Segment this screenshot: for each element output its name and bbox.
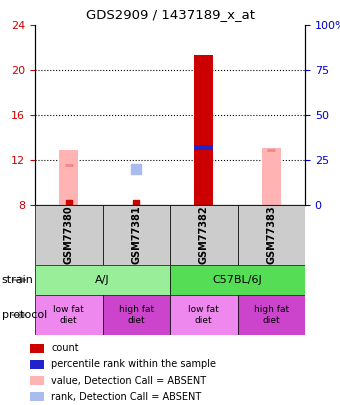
- Bar: [170, 295, 238, 335]
- Text: low fat
diet: low fat diet: [188, 305, 219, 325]
- Bar: [194, 145, 213, 150]
- Text: count: count: [51, 343, 79, 353]
- Bar: [30, 392, 44, 401]
- Bar: [170, 205, 238, 265]
- Text: rank, Detection Call = ABSENT: rank, Detection Call = ABSENT: [51, 392, 201, 402]
- Text: A/J: A/J: [95, 275, 110, 285]
- Bar: [238, 205, 305, 265]
- Text: protocol: protocol: [2, 310, 47, 320]
- Point: [66, 200, 71, 207]
- Text: GSM77380: GSM77380: [64, 206, 74, 264]
- Bar: [35, 205, 102, 265]
- Bar: [238, 295, 305, 335]
- Text: GDS2909 / 1437189_x_at: GDS2909 / 1437189_x_at: [85, 8, 255, 21]
- Bar: [35, 295, 102, 335]
- Text: GSM77383: GSM77383: [266, 206, 276, 264]
- Point: [66, 161, 71, 168]
- Text: strain: strain: [2, 275, 34, 285]
- Point: [134, 200, 139, 207]
- Text: high fat
diet: high fat diet: [119, 305, 154, 325]
- Bar: [102, 295, 170, 335]
- Bar: [30, 344, 44, 353]
- Bar: [102, 205, 170, 265]
- Text: GSM77381: GSM77381: [131, 206, 141, 264]
- Bar: [30, 360, 44, 369]
- Bar: [170, 265, 305, 295]
- Bar: [262, 148, 281, 205]
- Text: low fat
diet: low fat diet: [53, 305, 84, 325]
- Text: C57BL/6J: C57BL/6J: [212, 275, 262, 285]
- Bar: [30, 376, 44, 385]
- Bar: [59, 150, 78, 205]
- Bar: [35, 265, 170, 295]
- Text: GSM77382: GSM77382: [199, 206, 209, 264]
- Bar: [194, 55, 213, 205]
- Text: high fat
diet: high fat diet: [254, 305, 289, 325]
- Text: percentile rank within the sample: percentile rank within the sample: [51, 359, 216, 369]
- Text: value, Detection Call = ABSENT: value, Detection Call = ABSENT: [51, 375, 206, 386]
- Point: [269, 147, 274, 153]
- Point: [134, 166, 139, 172]
